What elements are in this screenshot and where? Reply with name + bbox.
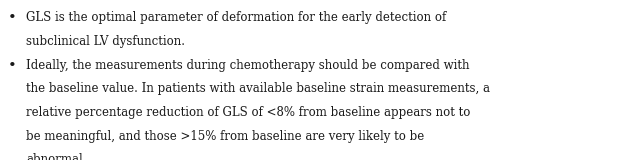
Text: Ideally, the measurements during chemotherapy should be compared with: Ideally, the measurements during chemoth… bbox=[26, 59, 470, 72]
Text: subclinical LV dysfunction.: subclinical LV dysfunction. bbox=[26, 35, 185, 48]
Text: •: • bbox=[7, 59, 16, 72]
Text: be meaningful, and those >15% from baseline are very likely to be: be meaningful, and those >15% from basel… bbox=[26, 130, 424, 143]
Text: GLS is the optimal parameter of deformation for the early detection of: GLS is the optimal parameter of deformat… bbox=[26, 11, 446, 24]
Text: •: • bbox=[7, 11, 16, 25]
Text: relative percentage reduction of GLS of <8% from baseline appears not to: relative percentage reduction of GLS of … bbox=[26, 106, 470, 119]
Text: abnormal.: abnormal. bbox=[26, 153, 87, 160]
Text: the baseline value. In patients with available baseline strain measurements, a: the baseline value. In patients with ava… bbox=[26, 82, 490, 95]
